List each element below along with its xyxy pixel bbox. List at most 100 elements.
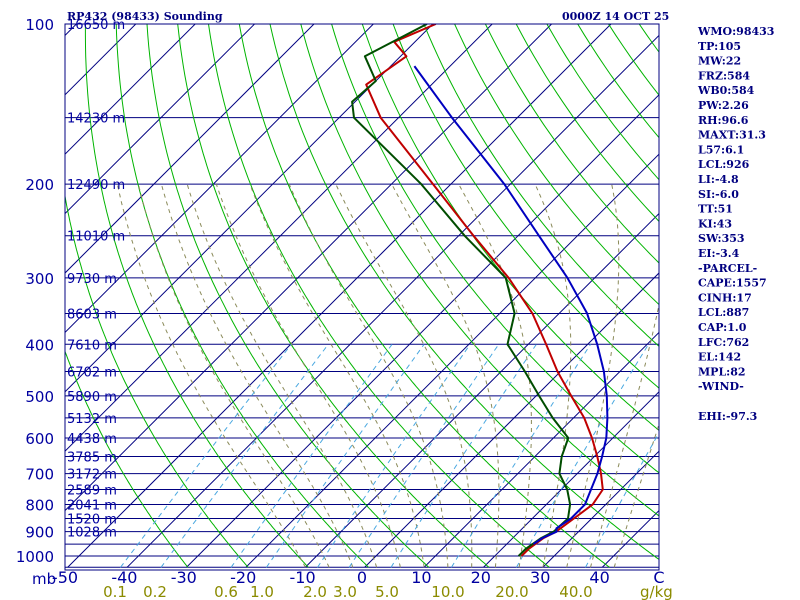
- stat-item: TP:105: [698, 40, 741, 53]
- mixing-ratio-label: 0.6: [214, 583, 238, 600]
- stat-item: CAPE:1557: [698, 277, 767, 290]
- profiles: [351, 24, 609, 557]
- isotherm-line: [65, 24, 493, 452]
- stat-item: SW:353: [698, 232, 745, 245]
- moist-adiabat-line: [288, 183, 449, 568]
- mixing-ratio-label: 5.0: [375, 583, 399, 600]
- moist-adiabat-line: [391, 183, 500, 568]
- isotherm-line: [364, 272, 659, 568]
- isotherm-line: [0, 12, 29, 567]
- isotherm-line: [65, 24, 256, 215]
- mixing-ratio-line: [585, 431, 659, 568]
- stat-item: PW:2.26: [698, 99, 749, 112]
- stat-item: EHI:-97.3: [698, 410, 757, 423]
- dry-adiabat-line: [753, 12, 800, 567]
- height-label: 12490 m: [67, 178, 125, 193]
- stat-item: LI:-4.8: [698, 173, 739, 186]
- stat-item: RH:96.6: [698, 114, 749, 127]
- height-label: 6702 m: [67, 366, 117, 381]
- dry-adiabat-line: [65, 193, 249, 568]
- mixing-ratio-label: 0.2: [143, 583, 167, 600]
- height-label: 16650 m: [67, 18, 125, 33]
- pressure-label: 800: [25, 496, 54, 514]
- pressure-unit-label: mb: [32, 570, 56, 588]
- pressure-label: 1000: [16, 548, 54, 566]
- moist-adiabat-line: [458, 183, 532, 568]
- pressure-label: 100: [25, 16, 54, 34]
- stat-item: -PARCEL-: [698, 262, 757, 275]
- stat-item: MPL:82: [698, 365, 746, 378]
- height-label: 9730 m: [67, 272, 117, 287]
- temperature-label: 40: [589, 568, 609, 587]
- height-label: 11010 m: [67, 230, 125, 245]
- dry-adiabat-line: [484, 24, 659, 264]
- mixing-ratio-line: [348, 344, 500, 568]
- dry-adiabats: [65, 12, 800, 568]
- height-label: 3172 m: [67, 468, 117, 483]
- dry-adiabat-line: [546, 24, 659, 181]
- dry-adiabat-line: [454, 24, 659, 306]
- isotherm-line: [65, 24, 196, 155]
- stat-item: MAXT:31.3: [698, 129, 766, 142]
- mixing-ratio-label: 20.0: [495, 583, 528, 600]
- moist-adiabat-line: [186, 183, 378, 568]
- mixing-ratio-line: [390, 344, 537, 568]
- temperature-label: -30: [171, 568, 197, 587]
- stat-item: EI:-3.4: [698, 247, 740, 260]
- pressure-label: 300: [25, 270, 54, 288]
- isotherm-line: [65, 24, 553, 512]
- pressure-label: 700: [25, 466, 54, 484]
- temperature-label: -20: [230, 568, 256, 587]
- height-label: 3785 m: [67, 451, 117, 466]
- moist-adiabat-line: [613, 422, 659, 568]
- mixing-ratio-line: [515, 344, 649, 568]
- height-label: 8603 m: [67, 307, 117, 322]
- stat-item: WMO:98433: [697, 25, 774, 38]
- mixing-ratio-unit-label: g/kg: [640, 583, 673, 600]
- dry-adiabat-line: [269, 24, 659, 561]
- isotherm-line: [67, 24, 612, 568]
- temperature-label: -50: [52, 568, 78, 587]
- stat-item: FRZ:584: [698, 69, 750, 82]
- stat-item: LCL:887: [698, 306, 749, 319]
- mixing-ratio-line: [451, 344, 592, 568]
- height-labels: 16650 m 14230 m 12490 m 11010 m 9730 m 8603 m…: [67, 18, 125, 541]
- pressure-label: 400: [25, 336, 54, 354]
- height-label: 7610 m: [67, 338, 117, 353]
- pressure-labels: 100 200 300 400 500 600 700 800 900 1000: [16, 16, 54, 566]
- moist-adiabat-line: [137, 183, 330, 568]
- pressure-label: 200: [25, 176, 54, 194]
- isotherm-line: [65, 24, 315, 274]
- dry-adiabat-line: [146, 24, 430, 568]
- parcel-profile: [413, 65, 609, 545]
- stat-item: KI:43: [698, 217, 732, 230]
- moist-adiabat-line: [160, 183, 354, 568]
- dry-adiabat-line: [392, 24, 659, 389]
- stat-item: LCL:926: [698, 158, 750, 171]
- mixing-ratio-line: [317, 344, 471, 568]
- temperature-label: 10: [411, 568, 431, 587]
- height-label: 2041 m: [67, 498, 117, 513]
- dry-adiabat-line: [207, 24, 550, 568]
- mixing-ratio-line: [120, 343, 292, 568]
- mixing-ratio-label: 40.0: [559, 583, 592, 600]
- mixing-ratio-line: [230, 344, 393, 568]
- isotherm-line: [65, 24, 375, 334]
- plot-frame: [64, 23, 660, 571]
- isotherm-line: [542, 450, 659, 568]
- stat-item: CINH:17: [698, 291, 752, 304]
- height-label: 5890 m: [67, 390, 117, 405]
- moist-adiabat-line: [215, 183, 401, 568]
- dry-adiabat-line: [300, 24, 659, 517]
- stat-item: SI:-6.0: [698, 188, 739, 201]
- stat-item: -WIND-: [698, 380, 744, 393]
- height-label: 1028 m: [67, 526, 117, 541]
- temperature-label: -40: [111, 568, 137, 587]
- dry-adiabat-line: [331, 24, 659, 474]
- dry-adiabat-line: [783, 12, 800, 567]
- height-label: 14230 m: [67, 112, 125, 127]
- isotherm-line: [126, 34, 659, 568]
- isotherm-line: [304, 212, 659, 568]
- isotherm-line: [483, 391, 659, 568]
